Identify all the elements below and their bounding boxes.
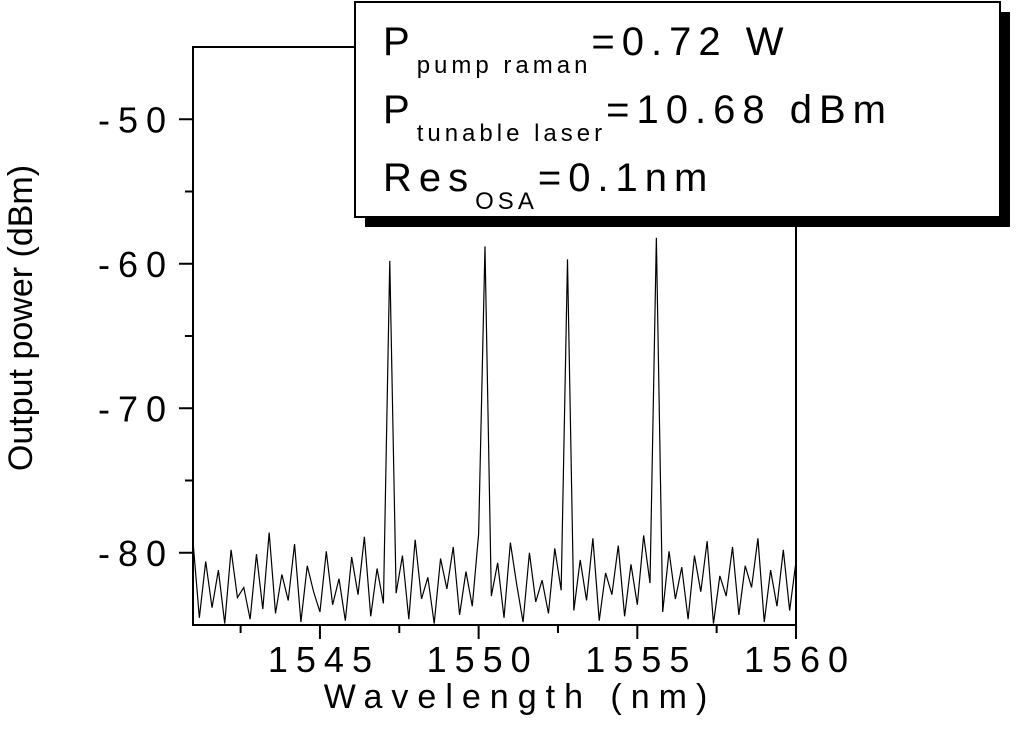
y-tick-label: -70 (98, 388, 174, 429)
x-tick-label: 1545 (268, 639, 380, 680)
annotation-text: =0.1nm (538, 156, 715, 200)
annotation-sub: OSA (475, 188, 538, 215)
x-axis-title: Wavelength (nm) (324, 678, 717, 716)
annotation: Ppump raman=0.72 W (383, 20, 791, 79)
x-tick-label: 1555 (585, 639, 697, 680)
annotation: Ptunable laser=10.68 dBm (383, 88, 893, 147)
data-line (193, 237, 796, 624)
x-tick-label: 1550 (427, 639, 539, 680)
x-tick-label: 1560 (744, 639, 856, 680)
annotation-main: P (383, 88, 417, 132)
y-axis-title: Output power (dBm) (2, 165, 40, 471)
annotation-sub: tunable laser (417, 120, 606, 147)
annotation-main: Res (383, 156, 475, 200)
annotation: ResOSA=0.1nm (383, 156, 714, 215)
y-tick-label: -50 (98, 99, 174, 140)
annotation-main: P (383, 20, 417, 64)
annotation-text: =0.72 W (591, 20, 790, 64)
legend-box (354, 1, 1001, 218)
annotation-text: =10.68 dBm (606, 88, 893, 132)
y-tick-label: -60 (98, 244, 174, 285)
annotation-sub: pump raman (417, 52, 592, 79)
y-tick-label: -80 (98, 533, 174, 574)
